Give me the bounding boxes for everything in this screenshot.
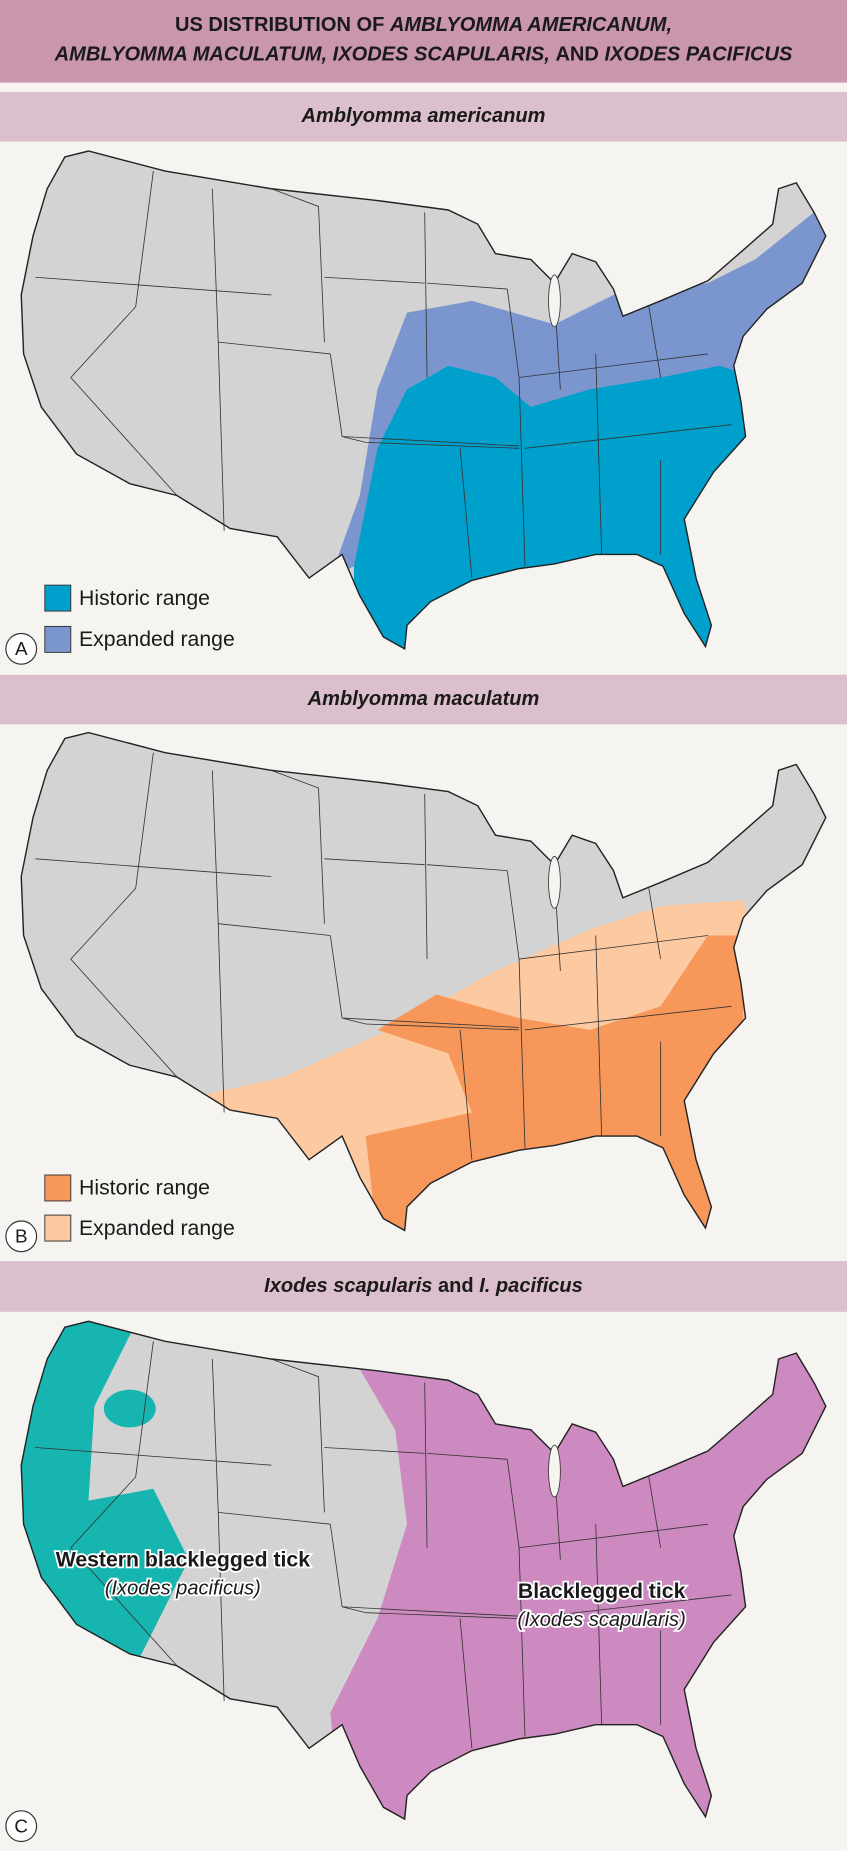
lake [548,1444,561,1498]
panel-title: Amblyomma americanum [301,105,546,127]
panel-letter-circle [5,1810,38,1843]
panel-letter-circle [5,1220,38,1253]
map-sublabel: (Ixodes scapularis) [518,1609,686,1631]
map-label: Western blacklegged tick [56,1548,311,1571]
map-label: Blacklegged tick [518,1580,686,1603]
lake [548,856,561,909]
western-range [21,1321,189,1666]
header-title-part: US DISTRIBUTION OF [175,14,384,36]
header-title-line2: AMBLYOMMA MACULATUM, IXODES SCAPULARIS, … [54,44,793,66]
header-bar [0,0,847,83]
legend-label: Historic range [79,587,210,610]
panel-title-part: Ixodes scapularis [264,1275,432,1297]
legend-swatch [44,1214,72,1242]
panel-title-bar [0,1261,847,1312]
legend-label: Historic range [79,1177,210,1200]
header-title-line1: US DISTRIBUTION OF AMBLYOMMA AMERICANUM, [175,14,672,36]
panel-title: Ixodes scapularis and I. pacificus [264,1275,583,1297]
legend-swatch [44,1174,72,1202]
western-range-patch [103,1389,156,1428]
legend-label: Expanded range [79,628,235,651]
header-title-part: AND [555,44,598,66]
legend-label: Expanded range [79,1217,235,1240]
legend-swatch [44,625,72,653]
map-sublabel: (Ixodes pacificus) [105,1577,261,1599]
header-title-part: AMBLYOMMA MACULATUM, IXODES SCAPULARIS, [54,44,550,66]
lake [548,274,561,328]
panel-title-part: I. pacificus [479,1275,583,1297]
panel-letter: A [15,638,28,659]
panel-letter: C [14,1815,28,1836]
panel-title: Amblyomma maculatum [307,688,540,710]
panel-title-bar [0,92,847,142]
panel-letter-circle [5,632,38,665]
header-title-part: AMBLYOMMA AMERICANUM, [389,14,672,36]
panel-letter: B [15,1225,28,1246]
header-title-part: IXODES PACIFICUS [604,44,792,66]
legend-swatch [44,584,72,612]
panel-title-part: and [438,1275,474,1297]
panel-title-bar [0,674,847,725]
